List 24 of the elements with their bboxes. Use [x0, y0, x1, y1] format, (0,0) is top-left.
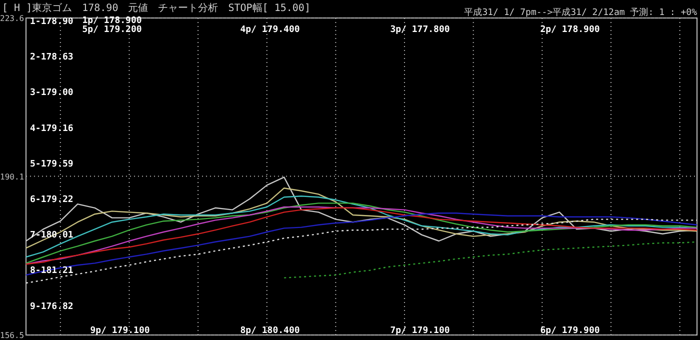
annotation: 4p/ 179.400 [240, 25, 300, 35]
annotation: 6-179.22 [30, 195, 74, 205]
y-tick-label: 190.1 [0, 172, 24, 182]
annotation: 3-179.00 [30, 88, 74, 98]
annotation: 5-179.59 [30, 159, 74, 170]
annotation: 8p/ 180.400 [240, 326, 300, 336]
annotation: 4-179.16 [30, 124, 74, 134]
line-series [25, 218, 698, 284]
line-series [25, 188, 698, 249]
annotation: 1-178.90 [30, 17, 74, 27]
y-tick-label: 156.5 [0, 331, 24, 340]
annotation: 5p/ 179.200 [82, 25, 142, 35]
annotation: 3p/ 177.800 [390, 25, 450, 35]
annotation: 2-178.63 [30, 52, 74, 63]
line-series [25, 212, 698, 276]
annotation: 2p/ 178.900 [540, 25, 600, 35]
annotation: 7p/ 179.100 [390, 326, 450, 336]
chart-title: [ H ]東京ゴム 178.90 元値 チャート分析 STOP幅[ 15.00] [2, 2, 310, 14]
annotation: 9p/ 179.100 [90, 326, 150, 336]
annotation: 6p/ 179.900 [540, 326, 600, 336]
annotation: 9-176.82 [30, 302, 74, 312]
annotation: 1p/ 178.900 [82, 16, 142, 26]
chart-subtitle: 平成31/ 1/ 7pm-->平成31/ 2/12am 予測: 1 : +0% [464, 7, 698, 18]
y-tick-label: 223.6 [0, 14, 24, 23]
